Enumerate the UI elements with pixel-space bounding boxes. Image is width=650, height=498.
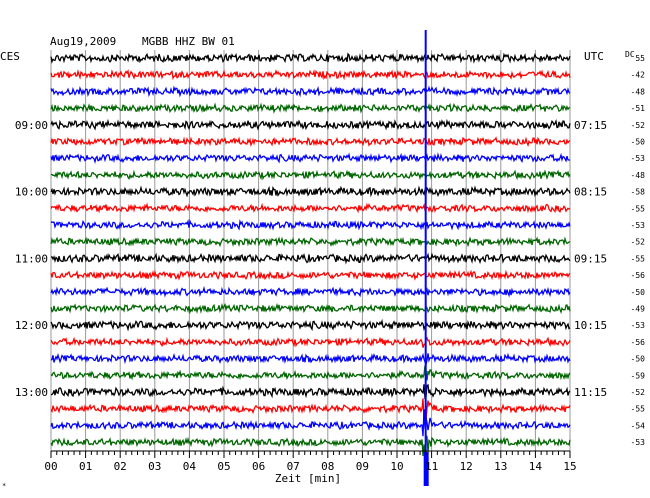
right-timezone-label: UTC: [584, 50, 604, 63]
dc-value: -53: [631, 221, 646, 230]
dc-value: -49: [631, 305, 646, 314]
dc-value: -48: [631, 171, 646, 180]
trace-row: [50, 252, 571, 265]
x-tick-label: 01: [79, 460, 92, 473]
x-tick-label: 00: [44, 460, 57, 473]
dc-value: -52: [631, 238, 646, 247]
left-time-label: 11:00: [15, 252, 48, 265]
dc-value: -42: [631, 71, 646, 80]
trace-row: [50, 398, 571, 421]
x-tick-label: 03: [148, 460, 161, 473]
trace-row: [51, 352, 571, 367]
trace-layer: [50, 52, 571, 458]
x-tick-label: 04: [183, 460, 197, 473]
dc-value: -53: [631, 154, 646, 163]
dc-value: -53: [631, 438, 646, 447]
dc-value: -52: [631, 388, 646, 397]
trace-row: [50, 285, 571, 298]
event-marker-foot: [423, 452, 429, 486]
trace-row: [50, 336, 571, 348]
dc-value: -58: [631, 188, 646, 197]
dc-value: -52: [631, 121, 646, 130]
trace-row: [51, 169, 571, 181]
trace-row: [50, 68, 571, 81]
x-tick-label: 05: [217, 460, 230, 473]
date-label: Aug19,2009: [50, 35, 116, 48]
x-tick-label: 09: [356, 460, 369, 473]
x-tick-label: 02: [114, 460, 127, 473]
x-tick-label: 08: [321, 460, 334, 473]
right-time-label: 08:15: [574, 186, 607, 199]
x-tick-label: 10: [390, 460, 403, 473]
x-tick-label: 12: [460, 460, 473, 473]
dc-value: -59: [631, 371, 646, 380]
trace-row: [50, 85, 571, 98]
right-time-label: 09:15: [574, 252, 607, 265]
trace-row: [50, 365, 571, 381]
left-time-label: 13:00: [15, 386, 48, 399]
dc-value: -56: [631, 338, 646, 347]
dc-value: -50: [631, 288, 646, 297]
trace-row: [50, 218, 571, 231]
dc-value: -48: [631, 87, 646, 96]
trace-row: [50, 236, 571, 248]
station-label: MGBB HHZ BW 01: [142, 35, 235, 48]
right-time-label: 10:15: [574, 319, 607, 332]
dc-value: -55: [631, 254, 646, 263]
dc-label: DC: [625, 50, 635, 59]
trace-row: [50, 136, 571, 147]
right-time-labels: 07:15 08:15 09:15 10:15 11:15: [574, 119, 607, 399]
dc-value: -55: [631, 405, 646, 414]
x-tick-label: 15: [563, 460, 576, 473]
left-time-label: 12:00: [15, 319, 48, 332]
trace-row: [50, 152, 570, 164]
dc-value: -54: [631, 421, 646, 430]
right-time-label: 11:15: [574, 386, 607, 399]
x-tick-label: 07: [287, 460, 300, 473]
dc-value: -50: [631, 138, 646, 147]
x-axis-title: Zeit [min]: [275, 472, 341, 485]
dc-value: -51: [631, 104, 646, 113]
event-marker-layer: [423, 30, 429, 486]
trace-row: [50, 202, 571, 214]
trace-row: [50, 434, 571, 458]
dc-offset-labels: 55 -42 -48 -51 -52 -50 -53 -48 -58 -55 -53 -52 -55 -5…: [631, 54, 646, 447]
right-time-label: 07:15: [574, 119, 607, 132]
footer-asterisk: *: [2, 482, 6, 490]
plot-grid: [50, 50, 571, 451]
dc-value: -53: [631, 321, 646, 330]
trace-row: [50, 383, 571, 400]
trace-row: [50, 52, 571, 64]
trace-row: [50, 318, 571, 332]
x-axis: 00 01 02 03 04 05 06 07 08 09 10 11 12 13 14 15: [44, 450, 577, 473]
trace-row: [50, 118, 571, 131]
x-tick-label: 14: [529, 460, 543, 473]
left-time-label: 09:00: [15, 119, 48, 132]
trace-row: [50, 269, 571, 281]
dc-value: -55: [631, 204, 646, 213]
trace-row: [50, 102, 571, 114]
x-tick-label: 13: [494, 460, 507, 473]
dc-value: 55: [635, 54, 645, 63]
trace-row: [50, 302, 571, 315]
left-timezone-label: CES: [0, 50, 20, 63]
x-tick-label: 11: [425, 460, 438, 473]
trace-row: [50, 409, 571, 437]
left-time-labels: 09:00 10:00 11:00 12:00 13:00: [15, 119, 48, 399]
trace-row: [50, 185, 571, 198]
dc-value: -50: [631, 355, 646, 364]
left-time-label: 10:00: [15, 186, 48, 199]
x-tick-label: 06: [252, 460, 265, 473]
dc-value: -56: [631, 271, 646, 280]
